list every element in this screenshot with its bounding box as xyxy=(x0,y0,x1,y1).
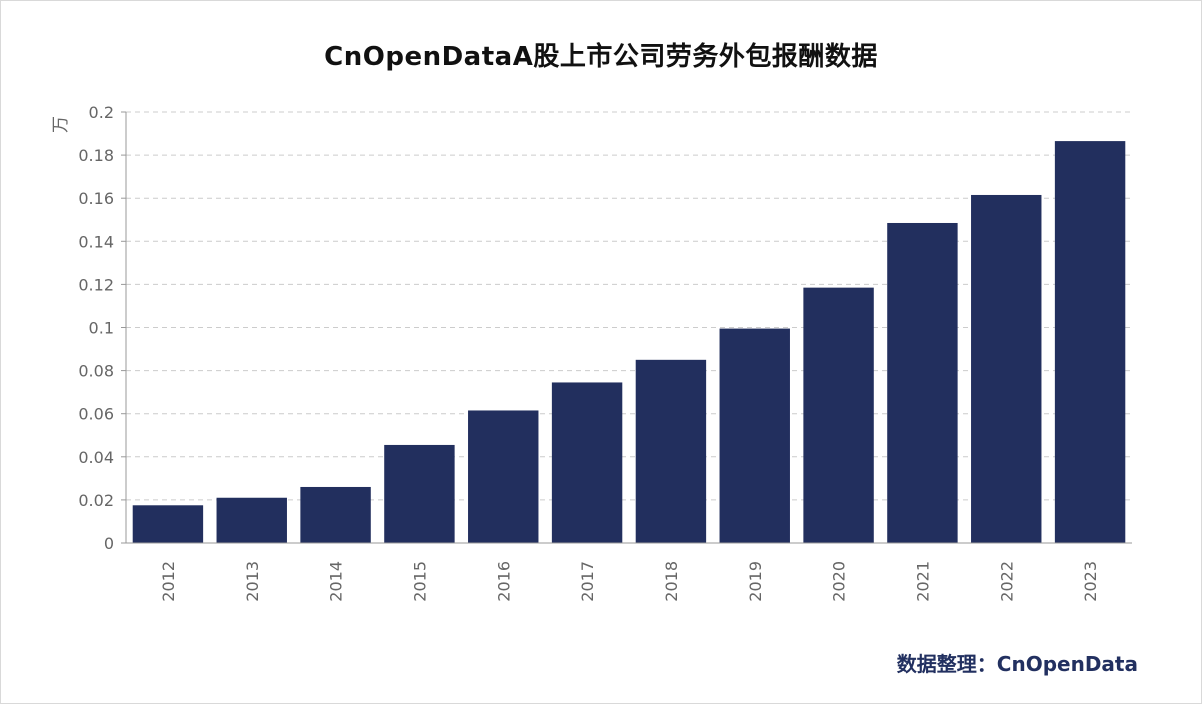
bar-2023[interactable] xyxy=(1054,141,1126,543)
source-note: 数据整理：CnOpenData xyxy=(896,652,1138,676)
axes xyxy=(121,111,1132,544)
x-tick-label: 2020 xyxy=(830,561,849,602)
y-tick-label: 0.18 xyxy=(78,146,114,165)
x-tick-label: 2015 xyxy=(410,561,429,602)
bar-2021[interactable] xyxy=(887,222,958,544)
y-axis-ticks: 0 0.02 0.04 0.06 0.08 0.1 0.12 0.14 0.16 0.18 0.2 xyxy=(78,103,114,553)
y-tick-label: 0.08 xyxy=(78,362,114,381)
bar-2020[interactable] xyxy=(803,287,874,543)
bar-2014[interactable] xyxy=(300,486,371,543)
grid-lines xyxy=(126,111,1132,501)
y-tick-label: 0.16 xyxy=(78,189,114,208)
bar-2017[interactable] xyxy=(551,382,623,543)
x-tick-label: 2021 xyxy=(913,561,932,602)
bars xyxy=(132,141,1126,544)
x-tick-label: 2023 xyxy=(1081,561,1100,602)
x-tick-label: 2016 xyxy=(494,561,513,602)
x-tick-label: 2019 xyxy=(746,561,765,602)
x-axis-ticks: 2012 2013 2014 2015 2016 2017 2018 2019 2020 2021… xyxy=(159,561,1100,602)
x-tick-label: 2012 xyxy=(159,561,178,602)
bar-2016[interactable] xyxy=(468,410,539,543)
bar-2015[interactable] xyxy=(384,444,455,543)
bar-2012[interactable] xyxy=(132,505,204,543)
bar-2018[interactable] xyxy=(635,359,707,543)
bar-2019[interactable] xyxy=(719,328,790,543)
y-tick-label: 0.1 xyxy=(89,319,114,338)
y-tick-label: 0 xyxy=(104,534,114,553)
y-tick-label: 0.2 xyxy=(89,103,114,122)
chart-title: CnOpenDataA股上市公司劳务外包报酬数据 xyxy=(324,42,878,72)
y-tick-label: 0.14 xyxy=(78,232,114,251)
y-tick-label: 0.12 xyxy=(78,275,114,294)
bar-2013[interactable] xyxy=(216,497,287,543)
bar-2022[interactable] xyxy=(971,194,1042,543)
y-tick-label: 0.06 xyxy=(78,405,114,424)
y-tick-label: 0.04 xyxy=(78,448,114,467)
x-tick-label: 2014 xyxy=(327,561,346,602)
x-tick-label: 2022 xyxy=(997,561,1016,602)
x-tick-label: 2013 xyxy=(243,561,262,602)
x-tick-label: 2018 xyxy=(662,561,681,602)
x-tick-label: 2017 xyxy=(578,561,597,602)
y-tick-label: 0.02 xyxy=(78,491,114,510)
